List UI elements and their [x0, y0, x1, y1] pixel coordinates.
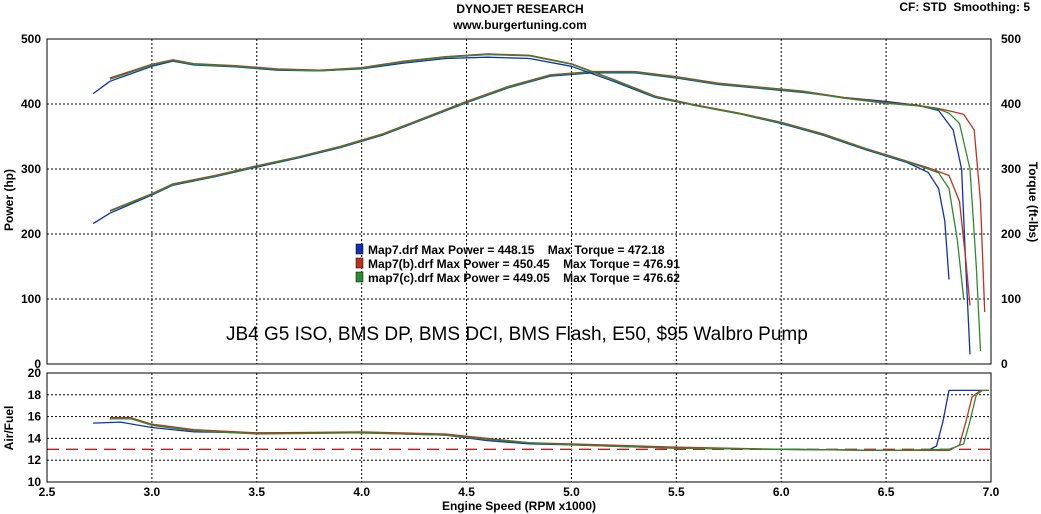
torque-axis-label: Torque (ft-lbs): [1026, 162, 1040, 242]
rpm-tick-label: 7.0: [983, 485, 1000, 499]
power-axis-ticks: 0 100 200 300 400 500: [21, 32, 41, 371]
rpm-axis-label: Engine Speed (RPM x1000): [442, 499, 596, 513]
rpm-tick-label: 4.0: [353, 485, 370, 499]
power-tick-label: 400: [21, 97, 41, 111]
main-grid: [47, 39, 991, 364]
legend-swatch-map7: [355, 243, 364, 255]
chart-header-website: www.burgertuning.com: [452, 18, 587, 32]
rpm-tick-label: 2.5: [39, 485, 56, 499]
power-curve-map7-drf: [92, 72, 971, 355]
rpm-tick-label: 3.5: [248, 485, 265, 499]
afr-tick-label: 14: [28, 431, 42, 445]
torque-tick-label: 300: [1001, 162, 1021, 176]
afr-grid: [47, 373, 991, 482]
torque-tick-label: 500: [1001, 32, 1021, 46]
rpm-tick-label: 6.0: [773, 485, 790, 499]
torque-axis-ticks: 0 100 200 300 400 500: [1001, 32, 1021, 371]
afr-tick-label: 16: [28, 410, 42, 424]
afr-curve-map7-c-drf: [109, 389, 989, 452]
power-torque-series: [92, 53, 986, 355]
afr-axis-ticks: 10 12 14 16 18 20: [28, 366, 42, 489]
chart-header-title: DYNOJET RESEARCH: [456, 2, 583, 16]
afr-tick-label: 18: [28, 388, 42, 402]
legend-swatch-map7b: [355, 257, 364, 269]
torque-tick-label: 400: [1001, 97, 1021, 111]
legend-entry-map7: Map7.drf Max Power = 448.15 Max Torque =…: [368, 243, 665, 257]
power-torque-plot: 0 100 200 300 400 500 0 100 200 300 400 500: [21, 32, 1021, 371]
rpm-tick-label: 4.5: [458, 485, 475, 499]
power-tick-label: 200: [21, 227, 41, 241]
torque-curve-map7-drf: [92, 56, 950, 280]
rpm-tick-label: 5.0: [563, 485, 580, 499]
afr-tick-label: 20: [28, 366, 42, 380]
main-plot-frame: [46, 38, 992, 365]
legend: Map7.drf Max Power = 448.15 Max Torque =…: [355, 243, 680, 285]
power-tick-label: 0: [34, 357, 41, 371]
afr-curve-map7-b-drf: [109, 389, 989, 452]
afr-tick-label: 10: [28, 475, 42, 489]
power-tick-label: 500: [21, 32, 41, 46]
mod-annotation: JB4 G5 ISO, BMS DP, BMS DCI, BMS Flash, …: [226, 324, 808, 345]
legend-entry-map7c: map7(c).drf Max Power = 449.05 Max Torqu…: [368, 271, 680, 285]
afr-plot-frame: [46, 372, 992, 483]
power-axis-label: Power (hp): [2, 169, 16, 231]
torque-tick-label: 100: [1001, 292, 1021, 306]
afr-series: [47, 389, 991, 452]
legend-swatch-map7c: [355, 271, 364, 283]
chart-settings: CF: STD Smoothing: 5: [899, 0, 1030, 14]
rpm-tick-label: 5.5: [668, 485, 685, 499]
rpm-axis-ticks: 2.5 3.0 3.5 4.0 4.5 5.0 5.5 6.0 6.5 7.0: [39, 485, 1000, 499]
afr-curve-map7-drf: [93, 389, 981, 452]
torque-tick-label: 0: [1001, 357, 1008, 371]
legend-entry-map7b: Map7(b).drf Max Power = 450.45 Max Torqu…: [368, 257, 680, 271]
power-tick-label: 300: [21, 162, 41, 176]
torque-curve-map7-c-drf: [109, 53, 965, 300]
power-tick-label: 100: [21, 292, 41, 306]
afr-tick-label: 12: [28, 453, 42, 467]
air-fuel-plot: 10 12 14 16 18 20: [28, 366, 992, 489]
rpm-tick-label: 6.5: [878, 485, 895, 499]
torque-tick-label: 200: [1001, 227, 1021, 241]
rpm-tick-label: 3.0: [144, 485, 161, 499]
afr-axis-label: Air/Fuel: [2, 406, 16, 451]
power-curve-map7-c-drf: [109, 71, 982, 352]
